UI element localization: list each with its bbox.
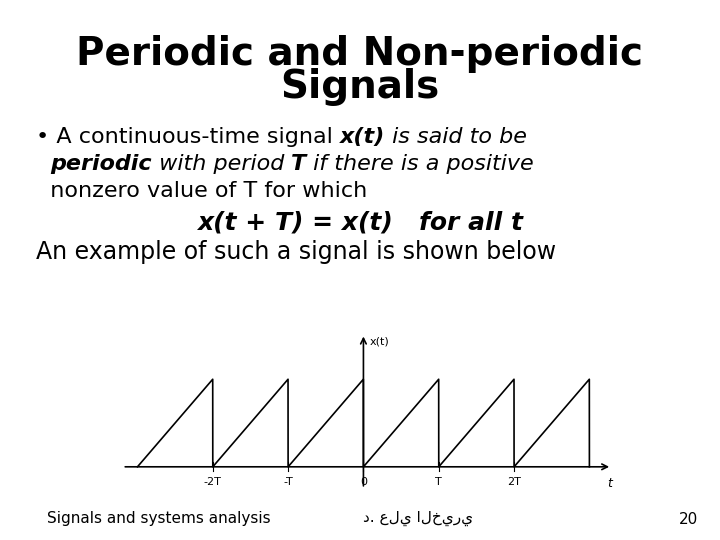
Text: if there is a positive: if there is a positive <box>307 154 534 174</box>
Text: د. علي الخيري: د. علي الخيري <box>363 511 472 526</box>
Text: with period: with period <box>152 154 292 174</box>
Text: Periodic and Non-periodic: Periodic and Non-periodic <box>76 35 644 73</box>
Text: T: T <box>292 154 307 174</box>
Text: Signals and systems analysis: Signals and systems analysis <box>47 511 270 526</box>
Text: x(t + T) = x(t)   for all t: x(t + T) = x(t) for all t <box>197 211 523 234</box>
Text: is said to be: is said to be <box>385 127 527 147</box>
Text: An example of such a signal is shown below: An example of such a signal is shown bel… <box>36 240 556 264</box>
Text: periodic: periodic <box>50 154 152 174</box>
Text: 2T: 2T <box>507 477 521 487</box>
Text: -2T: -2T <box>204 477 222 487</box>
Text: -T: -T <box>283 477 293 487</box>
Text: 0: 0 <box>360 477 367 487</box>
Text: Signals: Signals <box>280 68 440 105</box>
Text: x(t): x(t) <box>369 336 390 347</box>
Text: t: t <box>607 477 612 490</box>
Text: nonzero value of T for which: nonzero value of T for which <box>36 181 367 201</box>
Text: x(t): x(t) <box>340 127 385 147</box>
Text: 20: 20 <box>679 511 698 526</box>
Text: T: T <box>436 477 442 487</box>
Text: • A continuous-time signal: • A continuous-time signal <box>36 127 340 147</box>
